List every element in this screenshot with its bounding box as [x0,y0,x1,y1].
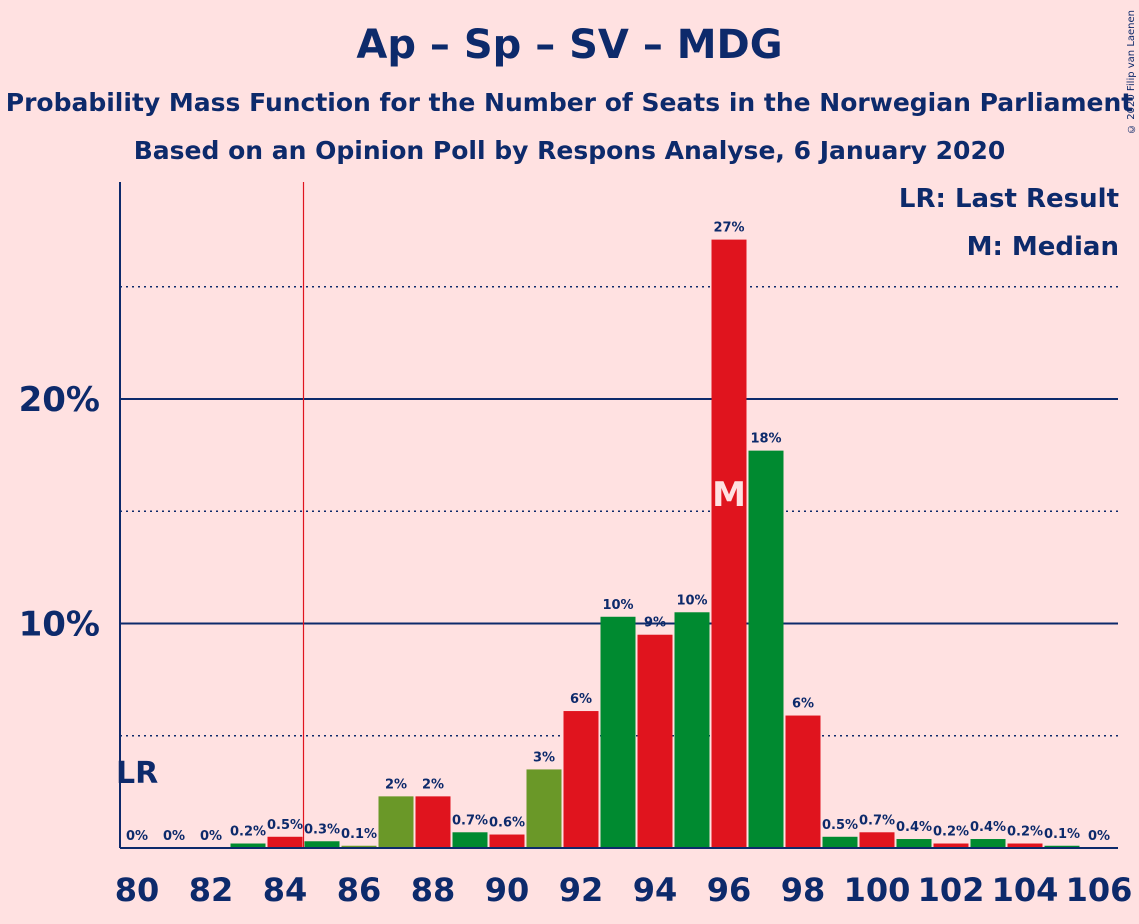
bar-value-label: 0.2% [933,825,969,840]
bar-value-label: 0.1% [341,827,377,842]
x-tick-label: 96 [707,871,752,909]
bar-value-label: 0.2% [1007,825,1043,840]
bar-seat-89 [452,832,488,848]
x-tick-label: 92 [559,871,604,909]
bar-value-label: 0% [163,829,185,844]
bar-seat-88 [415,796,451,848]
bar-seat-105 [1044,845,1080,848]
bar-value-label: 0% [200,829,222,844]
y-tick-label: 10% [19,605,100,645]
bar-seat-103 [970,839,1006,848]
x-tick-label: 90 [485,871,530,909]
x-tick-label: 82 [189,871,234,909]
x-tick-label: 100 [844,871,911,909]
legend-last-result: LR: Last Result [898,184,1119,214]
bar-seat-84 [267,836,303,848]
bar-seat-102 [933,843,969,848]
bar-value-label: 0.7% [859,813,895,828]
bar-seat-85 [304,841,340,848]
bar-value-label: 2% [422,777,444,792]
x-tick-label: 86 [337,871,382,909]
bar-value-label: 27% [713,221,744,236]
x-tick-label: 88 [411,871,456,909]
bar-seat-97 [748,450,784,848]
x-tick-label: 80 [115,871,160,909]
bar-seat-95 [674,612,710,848]
bar-seat-98 [785,715,821,848]
bar-seat-100 [859,832,895,848]
chart-title: Ap – Sp – SV – MDG [356,22,783,68]
bar-seat-83 [230,843,266,848]
bar-value-label: 0.5% [822,818,858,833]
x-tick-label: 102 [918,871,985,909]
chart-subtitle: Probability Mass Function for the Number… [5,88,1134,117]
bar-value-label: 9% [644,616,666,631]
bar-seat-99 [822,836,858,848]
bar-value-label: 6% [570,692,592,707]
bar-value-label: 2% [385,777,407,792]
x-tick-label: 94 [633,871,678,909]
bar-seat-90 [489,834,525,848]
bar-seat-101 [896,839,932,848]
bar-value-label: 0% [1088,829,1110,844]
bar-value-label: 3% [533,750,555,765]
x-tick-label: 104 [992,871,1059,909]
bar-value-label: 6% [792,697,814,712]
bar-seat-92 [563,711,599,848]
last-result-label: LR [116,756,158,791]
bar-value-label: 0.1% [1044,827,1080,842]
bar-seat-93 [600,616,636,848]
bar-value-label: 0.7% [452,813,488,828]
bar-value-label: 0.6% [489,816,525,831]
legend-median: M: Median [966,232,1119,262]
bar-seat-86 [341,845,377,848]
x-tick-label: 84 [263,871,308,909]
bar-value-label: 18% [750,432,781,447]
bar-value-label: 10% [676,593,707,608]
bar-seat-94 [637,634,673,848]
bar-value-label: 0.4% [970,820,1006,835]
bar-value-label: 0.5% [267,818,303,833]
bar-value-label: 0% [126,829,148,844]
x-tick-label: 106 [1066,871,1133,909]
bar-value-label: 10% [602,598,633,613]
bar-value-label: 0.4% [896,820,932,835]
chart-source: Based on an Opinion Poll by Respons Anal… [133,136,1006,165]
median-marker: M [712,475,746,515]
bar-value-label: 0.3% [304,822,340,837]
bar-value-label: 0.2% [230,825,266,840]
bar-seat-96 [711,239,747,849]
x-tick-label: 98 [781,871,826,909]
y-tick-label: 20% [19,380,100,420]
bar-seat-104 [1007,843,1043,848]
bar-seat-91 [526,769,562,848]
bar-seat-87 [378,796,414,848]
